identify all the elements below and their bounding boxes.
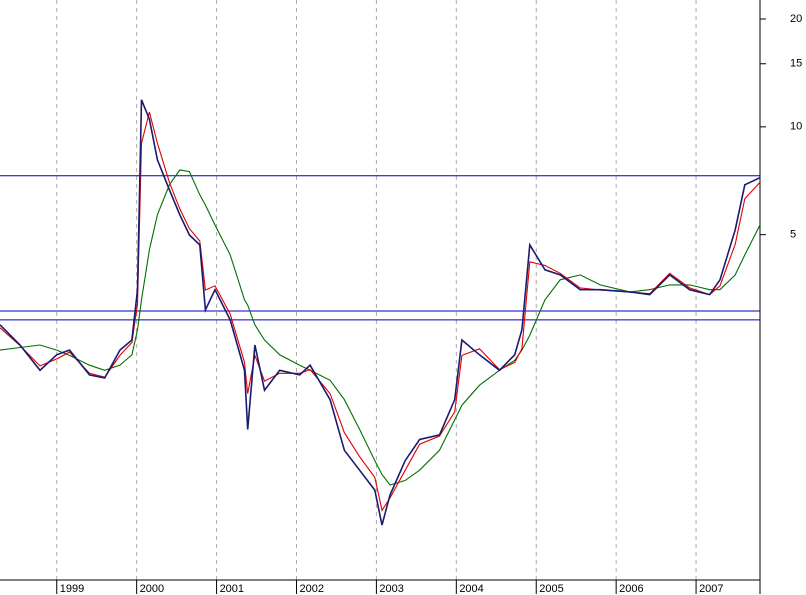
x-tick-label: 2001 <box>220 583 244 595</box>
x-tick-label: 2006 <box>619 583 643 595</box>
series-line <box>0 99 761 526</box>
x-tick-label: 2005 <box>539 583 563 595</box>
x-tick-label: 1999 <box>60 583 84 595</box>
x-tick-label: 2003 <box>379 583 403 595</box>
y-tick-label: 20 <box>790 13 802 25</box>
x-tick-label: 2002 <box>299 583 323 595</box>
y-tick-label: 10 <box>790 121 802 133</box>
y-tick-label: 15 <box>790 58 802 70</box>
x-tick-label: 2007 <box>699 583 723 595</box>
y-tick-label: 5 <box>790 229 796 241</box>
series-line <box>0 169 761 486</box>
x-tick-label: 2000 <box>140 583 164 595</box>
x-tick-label: 2004 <box>459 583 483 595</box>
